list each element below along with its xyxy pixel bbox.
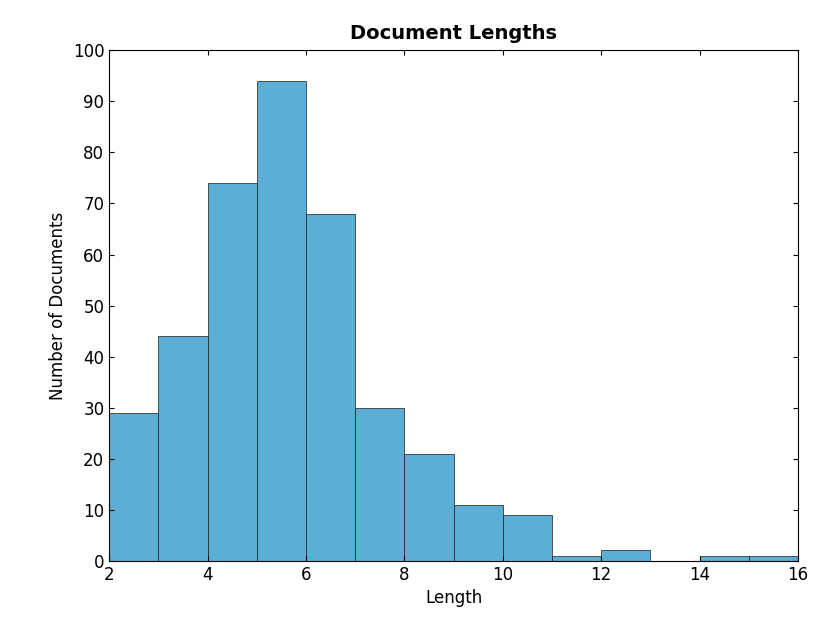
Bar — [306, 214, 355, 561]
Y-axis label: Number of Documents: Number of Documents — [50, 212, 67, 399]
X-axis label: Length: Length — [425, 589, 482, 607]
Bar — [404, 454, 454, 561]
Bar — [159, 336, 207, 561]
Bar — [748, 556, 798, 561]
Bar — [109, 413, 159, 561]
Bar — [552, 556, 601, 561]
Bar — [257, 81, 306, 561]
Title: Document Lengths: Document Lengths — [350, 25, 557, 43]
Bar — [355, 408, 404, 561]
Bar — [601, 551, 650, 561]
Bar — [207, 183, 257, 561]
Bar — [503, 515, 552, 561]
Bar — [454, 505, 503, 561]
Bar — [700, 556, 748, 561]
